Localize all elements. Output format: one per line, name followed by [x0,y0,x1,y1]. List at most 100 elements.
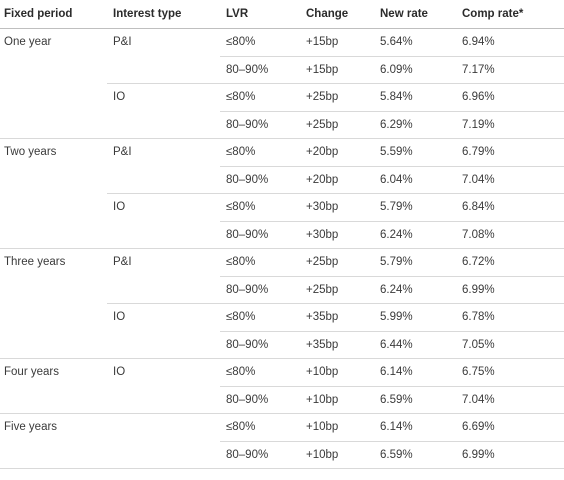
fixed-period-cell: Four years [4,366,59,378]
change-cell: +10bp [306,366,339,378]
interest-type-cell: IO [113,311,126,323]
new-rate-cell: 6.24% [380,229,413,241]
row-divider [220,441,564,442]
row-divider [220,166,564,167]
comp-rate-cell: 6.69% [462,421,495,433]
new-rate-cell: 6.09% [380,64,413,76]
header-fixed-period: Fixed period [4,8,73,20]
row-divider [0,138,564,139]
header-comp-rate: Comp rate* [462,8,524,20]
comp-rate-cell: 6.94% [462,36,495,48]
change-cell: +20bp [306,146,339,158]
header-new-rate: New rate [380,8,428,20]
row-divider [220,56,564,57]
new-rate-cell: 6.24% [380,284,413,296]
row-divider [220,221,564,222]
header-divider [0,28,564,29]
interest-type-cell: IO [113,201,126,213]
lvr-cell: ≤80% [226,36,256,48]
change-cell: +30bp [306,201,339,213]
new-rate-cell: 5.79% [380,256,413,268]
comp-rate-cell: 6.72% [462,256,495,268]
new-rate-cell: 6.59% [380,394,413,406]
lvr-cell: ≤80% [226,366,256,378]
comp-rate-cell: 6.78% [462,311,495,323]
interest-type-cell: P&I [113,146,132,158]
comp-rate-cell: 6.99% [462,284,495,296]
change-cell: +25bp [306,284,339,296]
new-rate-cell: 6.29% [380,119,413,131]
fixed-period-cell: Two years [4,146,57,158]
row-divider [0,468,564,469]
comp-rate-cell: 7.17% [462,64,495,76]
new-rate-cell: 5.84% [380,91,413,103]
change-cell: +35bp [306,311,339,323]
change-cell: +20bp [306,174,339,186]
row-divider [0,248,564,249]
change-cell: +35bp [306,339,339,351]
fixed-period-cell: One year [4,36,52,48]
row-divider [107,303,564,304]
header-interest-type: Interest type [113,8,182,20]
header-lvr: LVR [226,8,249,20]
lvr-cell: ≤80% [226,256,256,268]
lvr-cell: 80–90% [226,339,269,351]
lvr-cell: ≤80% [226,201,256,213]
row-divider [220,111,564,112]
lvr-cell: 80–90% [226,449,269,461]
interest-type-cell: P&I [113,36,132,48]
comp-rate-cell: 7.08% [462,229,495,241]
lvr-cell: ≤80% [226,146,256,158]
new-rate-cell: 6.14% [380,421,413,433]
lvr-cell: ≤80% [226,421,256,433]
new-rate-cell: 5.59% [380,146,413,158]
comp-rate-cell: 6.75% [462,366,495,378]
interest-type-cell: IO [113,366,126,378]
comp-rate-cell: 6.96% [462,91,495,103]
interest-type-cell: IO [113,91,126,103]
lvr-cell: ≤80% [226,311,256,323]
row-divider [220,331,564,332]
change-cell: +10bp [306,394,339,406]
change-cell: +25bp [306,91,339,103]
new-rate-cell: 5.99% [380,311,413,323]
new-rate-cell: 6.44% [380,339,413,351]
row-divider [0,358,564,359]
row-divider [220,276,564,277]
comp-rate-cell: 7.04% [462,174,495,186]
comp-rate-cell: 6.84% [462,201,495,213]
row-divider [0,413,564,414]
change-cell: +25bp [306,256,339,268]
new-rate-cell: 6.59% [380,449,413,461]
new-rate-cell: 6.04% [380,174,413,186]
lvr-cell: 80–90% [226,64,269,76]
comp-rate-cell: 7.19% [462,119,495,131]
change-cell: +10bp [306,449,339,461]
row-divider [107,193,564,194]
lvr-cell: ≤80% [226,91,256,103]
change-cell: +10bp [306,421,339,433]
lvr-cell: 80–90% [226,174,269,186]
lvr-cell: 80–90% [226,229,269,241]
fixed-period-cell: Five years [4,421,58,433]
change-cell: +15bp [306,36,339,48]
change-cell: +30bp [306,229,339,241]
comp-rate-cell: 6.99% [462,449,495,461]
header-change: Change [306,8,349,20]
interest-type-cell: P&I [113,256,132,268]
lvr-cell: 80–90% [226,284,269,296]
comp-rate-cell: 6.79% [462,146,495,158]
change-cell: +25bp [306,119,339,131]
row-divider [220,386,564,387]
new-rate-cell: 5.64% [380,36,413,48]
lvr-cell: 80–90% [226,394,269,406]
lvr-cell: 80–90% [226,119,269,131]
comp-rate-cell: 7.04% [462,394,495,406]
change-cell: +15bp [306,64,339,76]
row-divider [107,83,564,84]
comp-rate-cell: 7.05% [462,339,495,351]
new-rate-cell: 5.79% [380,201,413,213]
new-rate-cell: 6.14% [380,366,413,378]
fixed-period-cell: Three years [4,256,66,268]
